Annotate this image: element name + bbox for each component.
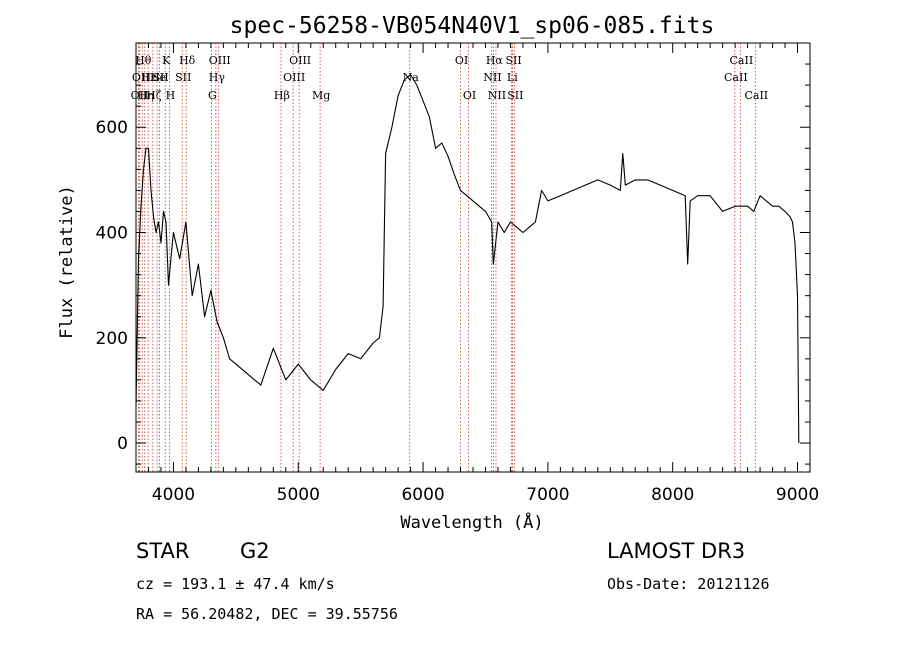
plot-frame: [135, 42, 811, 473]
y-tick-label: 400: [96, 223, 128, 243]
line-label: K: [162, 54, 171, 67]
line-label: OIII: [283, 71, 305, 84]
line-label: Hη: [138, 89, 154, 102]
coordinates: RA = 56.20482, DEC = 39.55756: [136, 605, 398, 623]
line-label: OIII: [289, 54, 311, 67]
x-tick-label: 5000: [277, 485, 320, 505]
y-tick-label: 600: [96, 118, 128, 138]
line-label: OIII: [209, 54, 231, 67]
axis-ticks: 4000 5000 6000 7000 8000 9000 0 200 400 600: [96, 42, 819, 505]
line-label: H: [166, 89, 176, 102]
line-label: Hζ: [146, 89, 162, 102]
y-tick-label: 0: [117, 434, 128, 454]
line-label: Hγ: [209, 71, 226, 84]
x-tick-label: 7000: [526, 485, 569, 505]
line-label: He: [150, 71, 166, 84]
x-tick-label: 6000: [401, 485, 444, 505]
line-markers: OIIOIIHθHηHεHζHeSIIKHSIIHδGHγOIIIHβOIIIO…: [131, 43, 768, 472]
line-label: Hβ: [274, 89, 290, 102]
chart-title: spec-56258-VB054N40V1_sp06-085.fits: [230, 13, 715, 39]
line-label: CaII: [730, 54, 754, 67]
line-label: SII: [152, 71, 168, 84]
line-label: SII: [507, 89, 523, 102]
survey-name: LAMOST DR3: [607, 539, 745, 563]
y-axis-label: Flux (relative): [57, 185, 77, 339]
line-label: G: [208, 89, 217, 102]
line-label: Hε: [141, 71, 157, 84]
obs-date: Obs-Date: 20121126: [607, 575, 770, 593]
line-label: Mg: [312, 89, 330, 102]
line-label: Hδ: [179, 54, 196, 67]
line-label: Li: [507, 71, 518, 84]
line-label: CaII: [724, 71, 748, 84]
line-label: Hθ: [135, 54, 152, 67]
line-label: SII: [175, 71, 191, 84]
x-axis-label: Wavelength (Å): [400, 511, 543, 533]
star-class: STAR: [136, 539, 189, 563]
y-tick-label: 200: [96, 329, 128, 349]
x-tick-label: 8000: [651, 485, 694, 505]
line-label: OI: [455, 54, 468, 67]
line-label: Na: [403, 71, 420, 84]
spectrum-group: [135, 74, 800, 444]
star-subclass: G2: [240, 539, 270, 563]
x-tick-label: 4000: [152, 485, 195, 505]
line-label: Hα: [486, 54, 504, 67]
spectrum-line: [135, 74, 800, 444]
line-label: SII: [505, 54, 521, 67]
line-label: NII: [483, 71, 501, 84]
line-label: OII: [132, 71, 150, 84]
line-label: CaII: [744, 89, 768, 102]
line-label: NII: [488, 89, 506, 102]
x-tick-label: 9000: [776, 485, 819, 505]
redshift-cz: cz = 193.1 ± 47.4 km/s: [136, 575, 335, 593]
line-label: OI: [463, 89, 476, 102]
